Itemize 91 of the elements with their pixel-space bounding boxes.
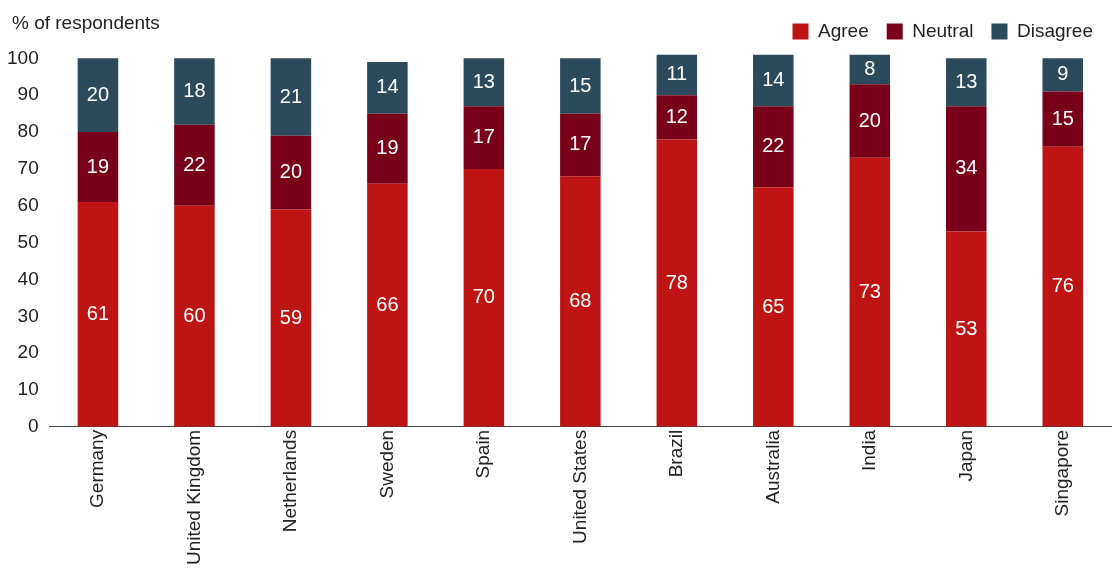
x-tick-label: Sweden bbox=[375, 429, 397, 499]
bar bbox=[849, 157, 891, 427]
x-tick-label: United States bbox=[568, 429, 590, 544]
data-label: 9 bbox=[1057, 62, 1069, 85]
data-label: 53 bbox=[955, 316, 978, 339]
x-tick-label: Singapore bbox=[1050, 429, 1072, 517]
bar bbox=[174, 124, 215, 206]
x-tick-label: Brazil bbox=[665, 429, 687, 478]
y-tick-label: 20 bbox=[17, 341, 39, 363]
y-tick-label: 70 bbox=[17, 157, 39, 179]
data-label: 20 bbox=[279, 160, 303, 183]
bar bbox=[270, 58, 312, 136]
data-label: 76 bbox=[1051, 274, 1074, 297]
bar bbox=[463, 58, 505, 107]
bar bbox=[656, 54, 698, 96]
data-label: 22 bbox=[762, 134, 785, 157]
y-tick-label: 40 bbox=[17, 267, 39, 289]
y-axis-title: % of respondents bbox=[12, 12, 160, 34]
bar bbox=[849, 84, 891, 158]
bar bbox=[560, 176, 601, 427]
y-tick-label: 10 bbox=[17, 378, 39, 400]
legend-label: Disagree bbox=[1016, 19, 1094, 41]
data-label: 11 bbox=[666, 62, 688, 85]
data-label: 17 bbox=[569, 132, 592, 155]
x-tick-label: Japan bbox=[954, 429, 976, 482]
bar bbox=[367, 183, 408, 427]
data-label: 14 bbox=[376, 75, 399, 98]
data-label: 66 bbox=[376, 292, 399, 315]
bar bbox=[560, 113, 601, 177]
bar bbox=[77, 132, 119, 203]
legend-label: Neutral bbox=[912, 19, 974, 41]
bar bbox=[463, 168, 505, 427]
bar bbox=[367, 62, 408, 114]
x-tick-label: Spain bbox=[472, 429, 494, 479]
data-label: 59 bbox=[279, 305, 303, 328]
data-label: 20 bbox=[858, 108, 881, 131]
bar bbox=[753, 187, 794, 427]
bar bbox=[946, 106, 987, 232]
y-tick-label: 80 bbox=[17, 120, 39, 142]
data-label: 68 bbox=[569, 289, 592, 312]
data-label: 13 bbox=[955, 69, 978, 92]
bar bbox=[1042, 146, 1084, 427]
data-label: 13 bbox=[472, 69, 495, 92]
legend-label: Agree bbox=[818, 19, 869, 41]
data-label: 65 bbox=[762, 294, 785, 317]
bar bbox=[560, 58, 601, 114]
data-label: 34 bbox=[955, 156, 978, 179]
y-tick-label: 50 bbox=[17, 230, 39, 252]
data-label: 17 bbox=[472, 125, 495, 148]
y-tick-label: 100 bbox=[7, 46, 39, 68]
bar bbox=[270, 135, 312, 210]
data-label: 21 bbox=[279, 84, 303, 107]
data-label: 15 bbox=[569, 73, 592, 96]
data-label: 18 bbox=[183, 79, 206, 102]
data-label: 19 bbox=[86, 154, 110, 177]
bar bbox=[367, 113, 408, 184]
bar bbox=[753, 106, 794, 188]
bar bbox=[1042, 91, 1084, 147]
x-tick-label: Australia bbox=[761, 429, 783, 504]
data-label: 19 bbox=[376, 136, 399, 159]
y-tick-label: 30 bbox=[17, 304, 39, 326]
data-label: 73 bbox=[858, 279, 881, 302]
bar bbox=[270, 209, 312, 427]
bar bbox=[1042, 58, 1084, 92]
x-tick-label: Netherlands bbox=[279, 429, 301, 533]
bar bbox=[753, 54, 794, 107]
bar bbox=[946, 58, 987, 107]
y-tick-label: 60 bbox=[17, 193, 39, 215]
data-label: 12 bbox=[665, 104, 688, 127]
data-label: 20 bbox=[86, 82, 110, 105]
x-tick-label: India bbox=[858, 429, 880, 472]
y-tick-label: 90 bbox=[17, 83, 39, 105]
x-tick-label: Germany bbox=[86, 429, 108, 508]
x-tick-label: United Kingdom bbox=[182, 429, 204, 566]
y-tick-label: 0 bbox=[28, 415, 39, 437]
data-label: 61 bbox=[86, 301, 110, 324]
bar bbox=[656, 95, 698, 140]
bar bbox=[174, 205, 215, 427]
bar bbox=[463, 106, 505, 169]
data-label: 70 bbox=[472, 285, 495, 308]
data-label: 15 bbox=[1051, 106, 1074, 129]
bar bbox=[174, 58, 215, 125]
data-label: 22 bbox=[183, 152, 206, 175]
data-label: 8 bbox=[864, 56, 876, 79]
bar bbox=[77, 58, 119, 133]
data-label: 78 bbox=[665, 270, 688, 293]
bar bbox=[656, 139, 698, 427]
bar bbox=[946, 231, 987, 427]
data-label: 14 bbox=[762, 67, 785, 90]
data-label: 60 bbox=[183, 303, 206, 326]
bar bbox=[77, 202, 119, 427]
